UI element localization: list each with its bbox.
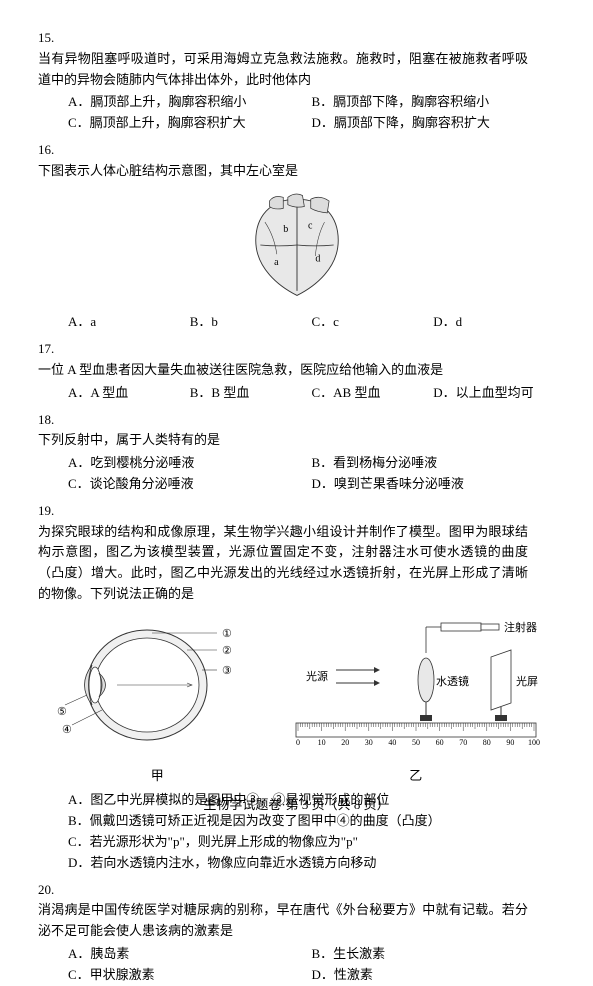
syringe-label: 注射器 — [504, 620, 537, 634]
eye-label-1: ① — [222, 628, 232, 640]
q16-stem: 下图表示人体心脏结构示意图，其中左心室是 — [38, 161, 528, 182]
q17-stem: 一位 A 型血患者因大量失血被送往医院急救，医院应给他输入的血液是 — [38, 360, 528, 381]
svg-text:10: 10 — [317, 738, 325, 747]
q19-opt-d: D．若向水透镜内注水，物像应向靠近水透镜方向移动 — [68, 853, 555, 874]
q20-opt-a: A．胰岛素 — [68, 944, 312, 965]
eye-label-5: ⑤ — [57, 706, 67, 718]
q16-opt-b: B．b — [190, 312, 312, 333]
q19-stem: 为探究眼球的结构和成像原理，某生物学兴趣小组设计并制作了模型。图甲为眼球结构示意… — [38, 522, 528, 605]
q18-stem: 下列反射中，属于人类特有的是 — [38, 430, 528, 451]
q16-opt-d: D．d — [433, 312, 555, 333]
q15-opt-a: A．膈顶部上升，胸廓容积缩小 — [68, 92, 312, 113]
q18-opt-a: A．吃到樱桃分泌唾液 — [68, 453, 312, 474]
q20-opt-d: D．性激素 — [312, 965, 556, 986]
svg-text:60: 60 — [435, 738, 443, 747]
q18-opt-d: D．嗅到芒果香味分泌唾液 — [312, 474, 556, 495]
svg-text:0: 0 — [296, 738, 300, 747]
heart-label-b: b — [283, 224, 288, 235]
question-19: 19. 为探究眼球的结构和成像原理，某生物学兴趣小组设计并制作了模型。图甲为眼球… — [38, 501, 555, 874]
q15-options: A．膈顶部上升，胸廓容积缩小 B．膈顶部下降，胸廓容积缩小 C．膈顶部上升，胸廓… — [68, 92, 555, 134]
q15-num: 15. — [38, 28, 62, 49]
q17-opt-a: A．A 型血 — [68, 383, 190, 404]
svg-text:30: 30 — [365, 738, 373, 747]
caption-right: 乙 — [286, 766, 546, 787]
svg-text:80: 80 — [483, 738, 491, 747]
svg-text:50: 50 — [412, 738, 420, 747]
q17-opt-c: C．AB 型血 — [312, 383, 434, 404]
q18-opt-b: B．看到杨梅分泌唾液 — [312, 453, 556, 474]
q16-opt-a: A．a — [68, 312, 190, 333]
lens-label: 水透镜 — [436, 674, 469, 688]
q16-opt-c: C．c — [312, 312, 434, 333]
heart-label-a: a — [274, 257, 279, 268]
svg-text:20: 20 — [341, 738, 349, 747]
q20-stem: 消渴病是中国传统医学对糖尿病的别称，早在唐代《外台秘要方》中就有记载。若分泌不足… — [38, 900, 528, 942]
heart-diagram: a b c d — [38, 190, 555, 307]
svg-text:70: 70 — [459, 738, 467, 747]
q17-options: A．A 型血 B．B 型血 C．AB 型血 D．以上血型均可 — [68, 383, 555, 404]
q15-opt-c: C．膈顶部上升，胸廓容积扩大 — [68, 113, 312, 134]
q20-options: A．胰岛素 B．生长激素 C．甲状腺激素 D．性激素 — [68, 944, 555, 986]
svg-text:90: 90 — [506, 738, 514, 747]
screen-label: 光屏 — [516, 674, 538, 688]
eye-svg: ① ② ③ ④ ⑤ — [57, 615, 257, 755]
apparatus-diagram: 注射器 水透镜 光源 光屏 0 10 20 30 40 50 60 70 80 90 — [286, 615, 546, 787]
q15-opt-b: B．膈顶部下降，胸廓容积缩小 — [312, 92, 556, 113]
q17-opt-b: B．B 型血 — [190, 383, 312, 404]
question-15: 15. 当有异物阻塞呼吸道时，可采用海姆立克急救法施救。施救时，阻塞在被施救者呼… — [38, 28, 555, 134]
eye-label-3: ③ — [222, 665, 232, 677]
question-20: 20. 消渴病是中国传统医学对糖尿病的别称，早在唐代《外台秘要方》中就有记载。若… — [38, 880, 555, 986]
eye-label-2: ② — [222, 645, 232, 657]
svg-text:40: 40 — [388, 738, 396, 747]
q17-num: 17. — [38, 339, 62, 360]
q19-opt-c: C．若光源形状为"p"，则光屏上形成的物像应为"p" — [68, 832, 555, 853]
heart-svg: a b c d — [232, 190, 362, 300]
heart-label-c: c — [308, 220, 313, 231]
eye-diagram-left: ① ② ③ ④ ⑤ 甲 — [47, 615, 267, 787]
question-16: 16. 下图表示人体心脏结构示意图，其中左心室是 a b c d A．a B．b… — [38, 140, 555, 333]
question-17: 17. 一位 A 型血患者因大量失血被送往医院急救，医院应给他输入的血液是 A．… — [38, 339, 555, 403]
q19-diagrams: ① ② ③ ④ ⑤ 甲 注射器 — [38, 615, 555, 787]
q18-opt-c: C．谈论酸角分泌唾液 — [68, 474, 312, 495]
q18-options: A．吃到樱桃分泌唾液 B．看到杨梅分泌唾液 C．谈论酸角分泌唾液 D．嗅到芒果香… — [68, 453, 555, 495]
q17-opt-d: D．以上血型均可 — [433, 383, 555, 404]
q15-stem: 当有异物阻塞呼吸道时，可采用海姆立克急救法施救。施救时，阻塞在被施救者呼吸道中的… — [38, 49, 528, 91]
q20-opt-b: B．生长激素 — [312, 944, 556, 965]
caption-left: 甲 — [47, 766, 267, 787]
question-18: 18. 下列反射中，属于人类特有的是 A．吃到樱桃分泌唾液 B．看到杨梅分泌唾液… — [38, 410, 555, 495]
heart-label-d: d — [315, 253, 320, 264]
q16-options: A．a B．b C．c D．d — [68, 312, 555, 333]
q16-num: 16. — [38, 140, 62, 161]
eye-label-4: ④ — [62, 724, 72, 736]
svg-text:100: 100 — [528, 738, 540, 747]
q19-num: 19. — [38, 501, 62, 522]
q15-opt-d: D．膈顶部下降，胸廓容积扩大 — [312, 113, 556, 134]
q20-opt-c: C．甲状腺激素 — [68, 965, 312, 986]
apparatus-svg: 注射器 水透镜 光源 光屏 0 10 20 30 40 50 60 70 80 90 — [286, 615, 546, 755]
q20-num: 20. — [38, 880, 62, 901]
q18-num: 18. — [38, 410, 62, 431]
light-label: 光源 — [306, 669, 328, 683]
page-footer: 生物学试题卷·第 3 页（共 8 页） — [0, 795, 593, 816]
